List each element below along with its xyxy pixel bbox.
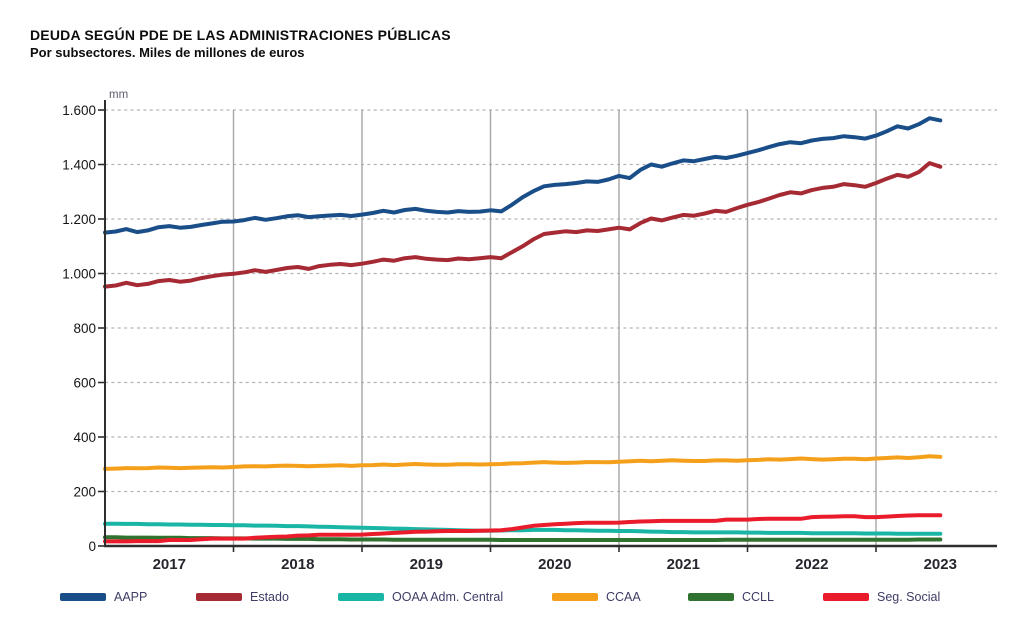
legend-label: OOAA Adm. Central: [392, 590, 504, 604]
legend-swatch: [688, 593, 734, 601]
legend-swatch: [196, 593, 242, 601]
legend-swatch: [823, 593, 869, 601]
y-tick-label: 800: [73, 321, 96, 336]
x-tick-label-2018: 2018: [281, 556, 314, 573]
legend-label: CCLL: [742, 590, 774, 604]
x-tick-label-2017: 2017: [153, 556, 186, 573]
x-tick-label-2023: 2023: [924, 556, 957, 573]
chart-legend: AAPP Estado OOAA Adm. Central CCAA CCLL Seg. …: [0, 588, 1027, 612]
y-tick-label: 0: [88, 539, 96, 554]
x-tick-label-2019: 2019: [410, 556, 443, 573]
series-line-seg-social: [103, 513, 943, 544]
legend-label: Seg. Social: [877, 590, 941, 604]
legend-label: CCAA: [606, 590, 641, 604]
legend-swatch: [552, 593, 598, 601]
x-tick-label-2020: 2020: [538, 556, 571, 573]
y-tick-label: 200: [73, 485, 96, 500]
chart-title: DEUDA SEGÚN PDE DE LAS ADMINISTRACIONES …: [30, 27, 451, 43]
legend-item-ccll: CCLL: [688, 588, 774, 606]
legend-label: Estado: [250, 590, 289, 604]
series-line-aapp: [103, 116, 943, 235]
y-tick-label: 1.600: [62, 103, 96, 118]
legend-swatch: [60, 593, 106, 601]
y-tick-label: 400: [73, 430, 96, 445]
x-tick-label-2021: 2021: [667, 556, 700, 573]
chart-subtitle: Por subsectores. Miles de millones de eu…: [30, 45, 305, 60]
unit-label: mm: [109, 89, 129, 101]
legend-item-ooaa-adm-central: OOAA Adm. Central: [338, 588, 503, 606]
y-tick-label: 600: [73, 376, 96, 391]
legend-item-seg-social: Seg. Social: [823, 588, 940, 606]
x-tick-label-2022: 2022: [795, 556, 828, 573]
y-tick-label: 1.200: [62, 212, 96, 227]
series-line-estado: [103, 161, 943, 289]
legend-swatch: [338, 593, 384, 601]
legend-item-estado: Estado: [196, 588, 289, 606]
legend-label: AAPP: [114, 590, 148, 604]
series-line-ccaa: [103, 454, 943, 471]
legend-item-aapp: AAPP: [60, 588, 147, 606]
debt-line-chart: 0 200 400 600 800 1.000 1.200 1.400 1.600 2017 201…: [62, 100, 997, 573]
legend-item-ccaa: CCAA: [552, 588, 641, 606]
series-line-ooaa-adm-central: [103, 521, 943, 536]
y-tick-label: 1.400: [62, 158, 96, 173]
y-tick-label: 1.000: [62, 267, 96, 282]
